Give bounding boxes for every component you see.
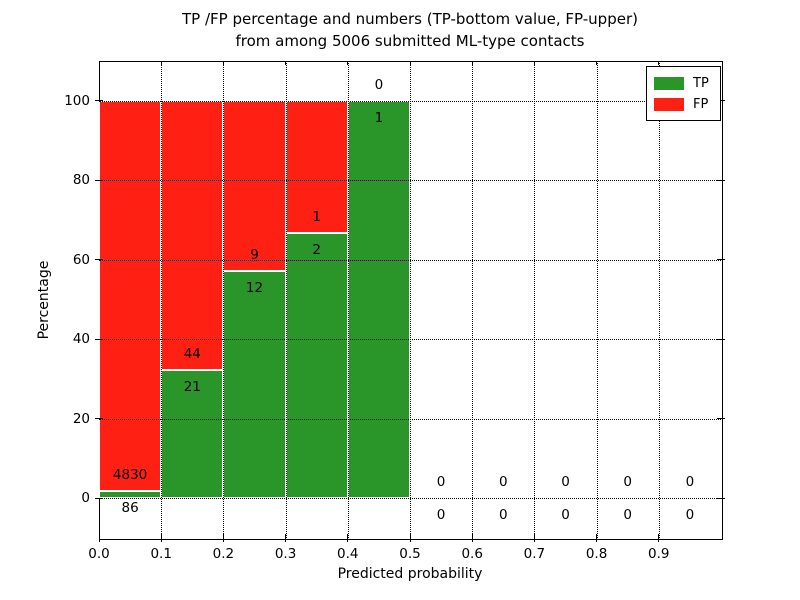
x-tick-mark-top [471, 61, 473, 65]
legend-label-tp: TP [693, 76, 709, 91]
bar-segment-tp [223, 271, 286, 499]
fp-color-swatch [654, 98, 684, 111]
tp-count-label: 2 [312, 242, 321, 259]
y-tick-mark [95, 259, 103, 261]
y-tick-mark [95, 179, 103, 181]
x-tick-label: 0.0 [88, 546, 110, 562]
x-tick-mark-top [285, 61, 287, 65]
x-tick-mark-top [409, 61, 411, 65]
x-tick-mark-top [222, 61, 224, 65]
y-tick-mark-right [717, 338, 725, 340]
x-tick-label: 0.9 [648, 546, 670, 562]
fp-count-label: 0 [561, 474, 570, 491]
x-tick-mark-top [98, 61, 100, 65]
x-tick-mark-top [596, 61, 598, 65]
fp-count-label: 1 [312, 209, 321, 226]
x-tick-mark-top [533, 61, 535, 65]
y-tick-label: 20 [72, 410, 90, 427]
chart-title: TP /FP percentage and numbers (TP-bottom… [99, 8, 721, 52]
fp-count-label: 44 [183, 345, 201, 362]
y-tick-mark [95, 100, 103, 102]
fp-count-label: 0 [499, 474, 508, 491]
fp-count-label: 9 [250, 247, 259, 264]
x-tick-mark [347, 534, 349, 542]
y-tick-label: 80 [72, 172, 90, 189]
x-gridline [347, 61, 349, 538]
tp-count-label: 0 [436, 507, 446, 524]
x-tick-label: 0.3 [274, 546, 297, 562]
legend-label-fp: FP [693, 97, 709, 112]
x-tick-mark [658, 534, 660, 542]
x-tick-mark [596, 534, 598, 542]
tp-count-label: 12 [245, 280, 264, 297]
y-tick-mark-right [717, 259, 725, 261]
bar-segment-fp [161, 100, 224, 370]
tp-count-label: 86 [121, 500, 139, 517]
x-tick-label: 0.6 [461, 546, 483, 562]
y-tick-mark-right [717, 100, 725, 102]
bar-segment-tp [161, 369, 224, 499]
x-gridline [472, 61, 474, 538]
bar-segment-tp [99, 491, 162, 499]
legend-entry-tp: TP [654, 73, 712, 94]
tp-color-swatch [654, 77, 684, 90]
x-tick-label: 0.1 [150, 546, 172, 562]
x-tick-mark [471, 534, 473, 542]
x-gridline [534, 61, 536, 538]
x-tick-mark [533, 534, 535, 542]
x-gridline [223, 61, 225, 538]
x-gridline [658, 61, 660, 538]
x-tick-mark-top [658, 61, 660, 65]
x-tick-label: 0.8 [585, 546, 608, 562]
y-tick-label: 60 [72, 251, 90, 268]
bar-segment-fp [285, 100, 348, 234]
tp-count-label: 0 [561, 507, 570, 524]
x-tick-mark [160, 534, 162, 542]
bar-segment-tp [347, 100, 410, 499]
fp-count-label: 0 [374, 76, 384, 93]
x-tick-label: 0.7 [523, 546, 546, 562]
x-tick-label: 0.5 [399, 546, 421, 562]
x-gridline [596, 61, 598, 538]
y-tick-mark [95, 338, 103, 340]
y-tick-mark-right [717, 179, 725, 181]
bar-segment-tp [285, 233, 348, 499]
x-tick-mark-top [347, 61, 349, 65]
x-gridline [161, 61, 163, 538]
y-tick-mark-right [717, 497, 725, 499]
x-gridline [410, 61, 411, 538]
x-tick-mark [98, 534, 100, 542]
y-tick-label: 0 [81, 490, 90, 507]
x-tick-mark [222, 534, 224, 542]
x-tick-mark [285, 534, 287, 542]
y-tick-mark [95, 497, 103, 499]
y-tick-mark [95, 418, 103, 420]
fp-count-label: 0 [685, 474, 695, 491]
x-gridline [285, 61, 287, 538]
chart-title-line2: from among 5006 submitted ML-type contac… [235, 32, 585, 50]
x-tick-mark-top [160, 61, 162, 65]
x-tick-label: 0.4 [337, 546, 359, 562]
y-tick-mark-right [717, 418, 725, 420]
legend-entry-fp: FP [654, 94, 712, 115]
legend: TP FP [646, 66, 721, 121]
x-tick-label: 0.2 [212, 546, 235, 562]
tp-count-label: 0 [685, 507, 695, 524]
x-axis-title: Predicted probability [337, 566, 483, 582]
y-tick-label: 40 [72, 331, 90, 348]
fp-count-label: 0 [623, 474, 632, 491]
fp-count-label: 0 [436, 474, 446, 491]
tp-count-label: 21 [183, 378, 201, 395]
tp-count-label: 1 [374, 109, 384, 126]
tp-count-label: 0 [499, 507, 508, 524]
tp-count-label: 0 [623, 507, 632, 524]
y-tick-label: 100 [64, 92, 90, 109]
y-axis-title: Percentage [36, 260, 52, 340]
chart-title-line1: TP /FP percentage and numbers (TP-bottom… [182, 10, 638, 28]
fp-count-label: 4830 [112, 467, 148, 484]
bar-segment-fp [99, 100, 162, 492]
x-tick-mark [409, 534, 411, 542]
